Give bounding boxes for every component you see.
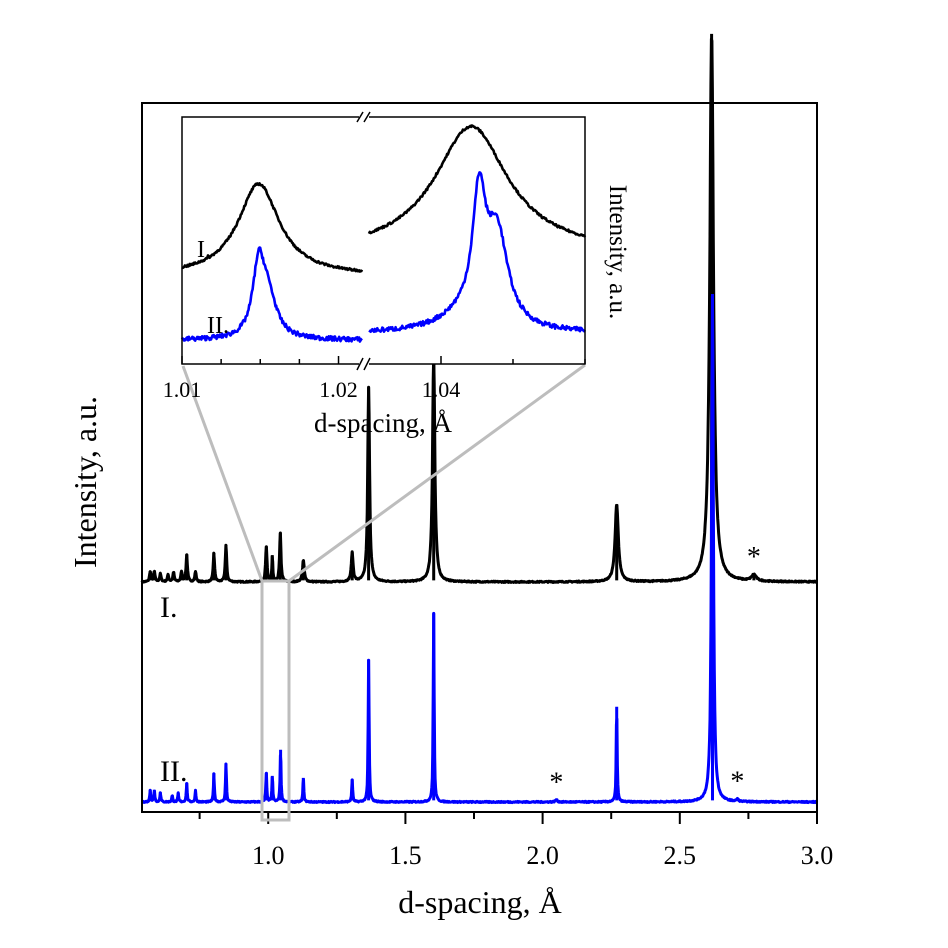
inset-break-mark-top-2 (363, 111, 371, 123)
inset-x-ticks (181, 356, 586, 364)
inset-background (182, 117, 585, 364)
inset-series-line-I (367, 124, 587, 238)
main-y-axis-label: Intensity, a.u. (67, 396, 103, 568)
inset-break-mark-bottom-2 (363, 357, 371, 371)
asterisk-annotation: * (730, 767, 744, 798)
inset-break-gap-bottom (359, 359, 369, 369)
main-plot-frame (141, 102, 818, 813)
x-tick-label: 3.0 (801, 841, 834, 870)
series-peak-tips-II (148, 294, 739, 801)
inset-series-line-II (180, 246, 363, 343)
x-tick-label: 1.0 (252, 841, 285, 870)
x-tick-label: 2.0 (526, 841, 559, 870)
x-tick-label: 1.5 (389, 841, 422, 870)
inset-break-gap-top (359, 112, 369, 122)
series-line-II (140, 295, 819, 805)
main-series-layer (140, 33, 819, 805)
series-label-I: I. (160, 591, 178, 624)
inset-series-label-I: I. (197, 237, 211, 263)
inset-x-tick-labels: 1.01 1.02 1.04 (163, 377, 461, 402)
main-x-ticks (198, 812, 818, 824)
asterisk-annotation: * (747, 542, 761, 573)
inset-series-label-II: II. (207, 313, 229, 339)
zoom-connector-left (181, 365, 264, 582)
series-line-I (140, 37, 818, 584)
zoom-connector-right (288, 363, 586, 583)
inset-series-line-II (368, 171, 587, 333)
x-tick-label: 2.5 (664, 841, 697, 870)
inset-x-axis-label: d-spacing, Å (314, 408, 452, 438)
asterisk-annotation: * (549, 768, 563, 799)
main-annotations: * * * (549, 542, 761, 798)
inset-break-mark-bottom-1 (356, 357, 364, 371)
inset-plot: 1.01 1.02 1.04 d-spacing, Å Intensity, a.u… (163, 111, 631, 438)
series-label-II: II. (160, 755, 187, 788)
inset-series-line-I (181, 182, 364, 273)
main-plot: 1.0 1.5 2.0 2.5 3.0 d-spacing, Å Intensity, … (67, 33, 833, 920)
inset-x-tick-label: 1.04 (422, 377, 461, 402)
inset-plot-frame (181, 116, 586, 365)
main-x-axis-label: d-spacing, Å (398, 884, 562, 920)
main-x-tick-labels: 1.0 1.5 2.0 2.5 3.0 (252, 841, 833, 870)
inset-break-mark-top-1 (356, 111, 364, 123)
inset-y-axis-label: Intensity, a.u. (604, 185, 631, 319)
inset-x-tick-label: 1.02 (319, 377, 358, 402)
zoom-region-box (260, 579, 291, 822)
inset-x-tick-label: 1.01 (163, 377, 202, 402)
inset-series-layer (180, 124, 587, 343)
